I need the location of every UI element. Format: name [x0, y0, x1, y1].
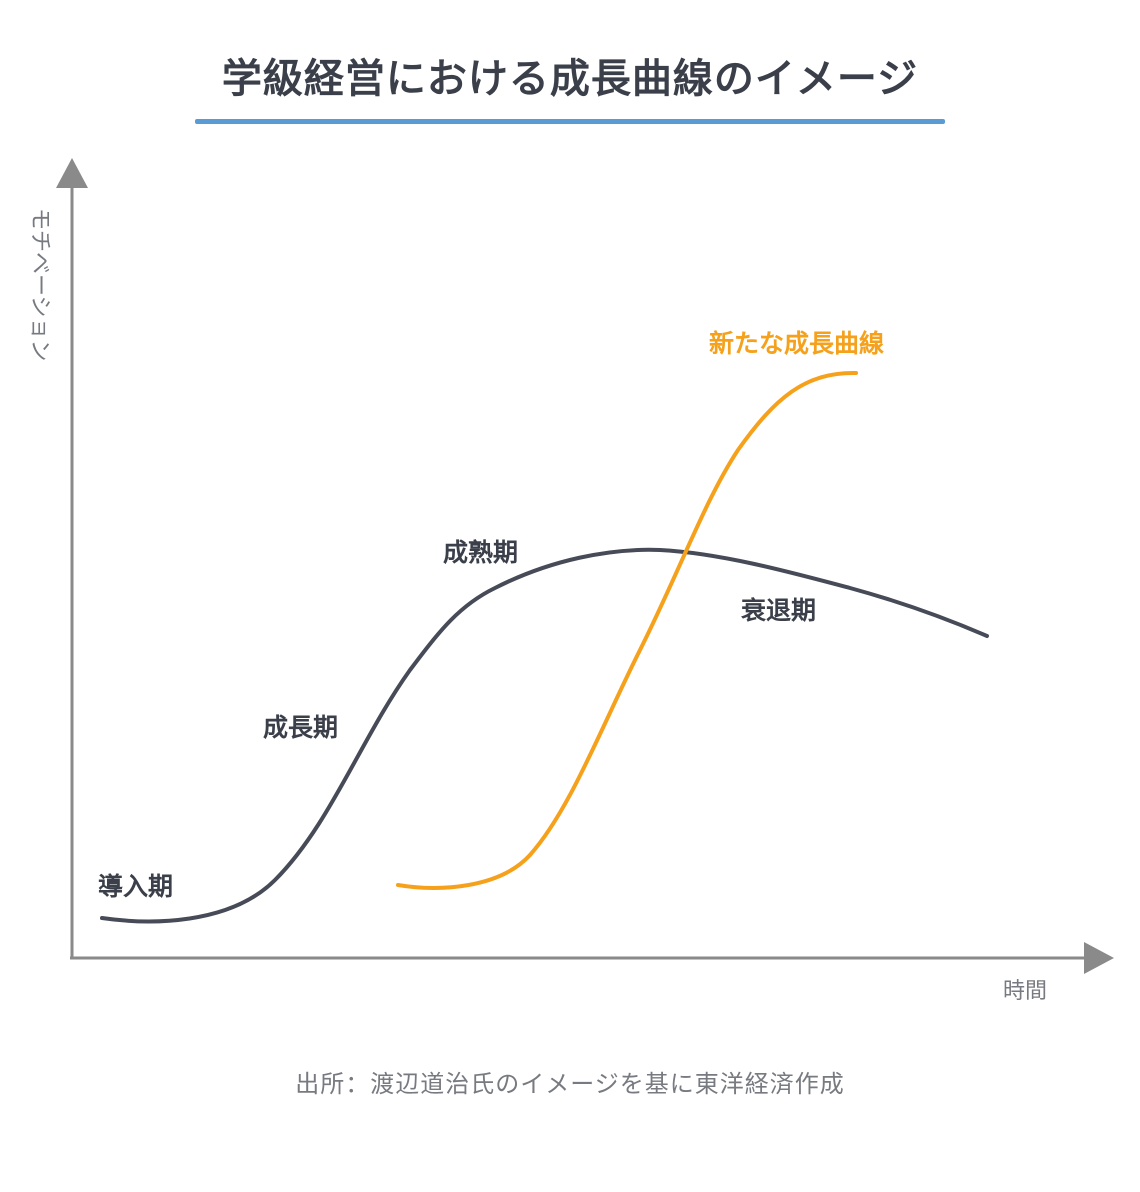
source-note: 出所：渡辺道治氏のイメージを基に東洋経済作成 [295, 1070, 845, 1098]
axes [56, 158, 1114, 974]
title-underline [195, 119, 945, 124]
new-curve-label: 新たな成長曲線 [709, 329, 884, 358]
x-axis-arrow [1084, 942, 1114, 974]
stage-label-introduction: 導入期 [98, 872, 173, 901]
y-axis-label: モチベーション [27, 208, 52, 362]
main-growth-curve [100, 547, 989, 924]
x-axis-label: 時間 [1003, 979, 1047, 1004]
diagram-title: 学級経営における成長曲線のイメージ [221, 56, 919, 102]
new-growth-curve [396, 370, 858, 890]
stage-label-growth: 成長期 [263, 713, 338, 742]
y-axis-arrow [56, 158, 88, 188]
stage-label-maturity: 成熟期 [443, 538, 518, 567]
stage-label-decline: 衰退期 [740, 596, 816, 625]
